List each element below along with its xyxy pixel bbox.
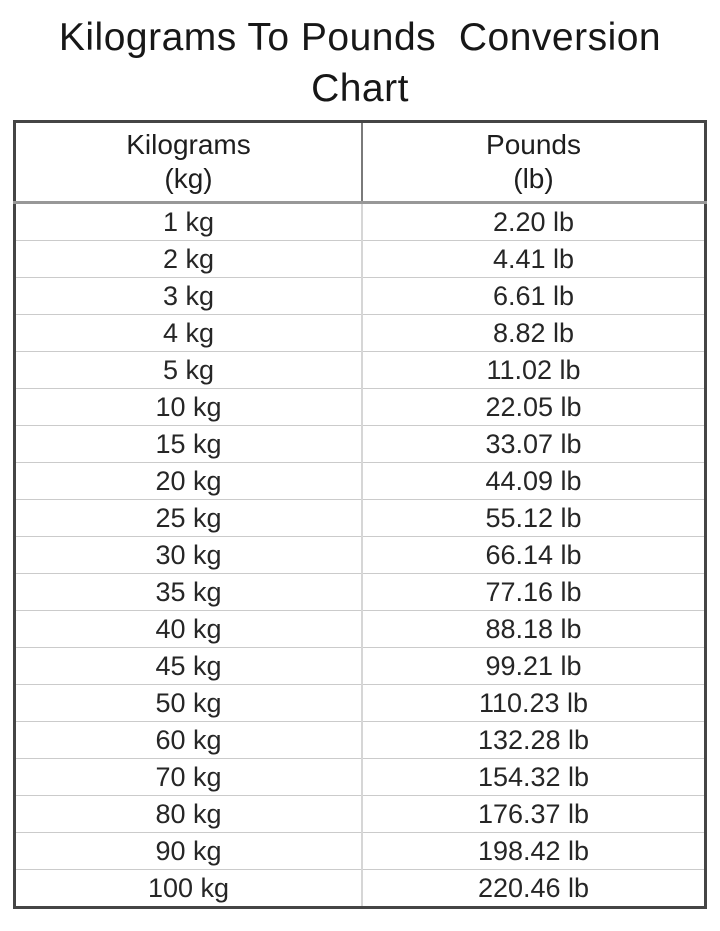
conversion-table: Kilograms (kg) Pounds (lb) 1 kg 2.20 lb 2 …: [13, 120, 707, 909]
kg-cell: 80 kg: [14, 795, 363, 833]
lb-cell: 176.37 lb: [362, 795, 706, 833]
lb-cell: 22.05 lb: [362, 388, 706, 426]
kg-cell: 50 kg: [14, 684, 363, 722]
table-row: 15 kg 33.07 lb: [14, 425, 706, 463]
column-header-pounds-unit: (lb): [513, 163, 554, 194]
column-header-kilograms: Kilograms (kg): [14, 121, 363, 204]
kg-cell: 1 kg: [14, 202, 363, 241]
kg-cell: 10 kg: [14, 388, 363, 426]
kg-cell: 5 kg: [14, 351, 363, 389]
column-header-kilograms-unit: (kg): [164, 163, 213, 194]
table-row: 70 kg 154.32 lb: [14, 758, 706, 796]
kg-cell: 3 kg: [14, 277, 363, 315]
kg-cell: 60 kg: [14, 721, 363, 759]
page-title: Kilograms To Pounds Conversion Chart: [0, 12, 720, 114]
kg-cell: 4 kg: [14, 314, 363, 352]
lb-cell: 88.18 lb: [362, 610, 706, 648]
table-header: Kilograms (kg) Pounds (lb): [14, 121, 706, 204]
table-row: 35 kg 77.16 lb: [14, 573, 706, 611]
table-row: 90 kg 198.42 lb: [14, 832, 706, 870]
table-row: 10 kg 22.05 lb: [14, 388, 706, 426]
lb-cell: 198.42 lb: [362, 832, 706, 870]
table-row: 50 kg 110.23 lb: [14, 684, 706, 722]
lb-cell: 154.32 lb: [362, 758, 706, 796]
lb-cell: 77.16 lb: [362, 573, 706, 611]
page-title-line-1: Kilograms To Pounds Conversion: [58, 16, 662, 59]
table-row: 2 kg 4.41 lb: [14, 240, 706, 278]
lb-cell: 220.46 lb: [362, 869, 706, 908]
table-row: 60 kg 132.28 lb: [14, 721, 706, 759]
kg-cell: 30 kg: [14, 536, 363, 574]
table-row: 1 kg 2.20 lb: [14, 202, 706, 241]
kg-cell: 25 kg: [14, 499, 363, 537]
table-row: 100 kg 220.46 lb: [14, 869, 706, 908]
column-header-kilograms-name: Kilograms: [126, 129, 251, 160]
kg-cell: 100 kg: [14, 869, 363, 908]
column-header-pounds: Pounds (lb): [362, 121, 706, 204]
lb-cell: 55.12 lb: [362, 499, 706, 537]
table-row: 5 kg 11.02 lb: [14, 351, 706, 389]
table-row: 80 kg 176.37 lb: [14, 795, 706, 833]
table-row: 4 kg 8.82 lb: [14, 314, 706, 352]
kg-cell: 20 kg: [14, 462, 363, 500]
lb-cell: 33.07 lb: [362, 425, 706, 463]
kg-cell: 45 kg: [14, 647, 363, 685]
lb-cell: 110.23 lb: [362, 684, 706, 722]
kg-cell: 90 kg: [14, 832, 363, 870]
lb-cell: 2.20 lb: [492, 206, 575, 237]
table-row: 30 kg 66.14 lb: [14, 536, 706, 574]
page-title-line-2: Chart: [311, 67, 409, 110]
kg-cell: 35 kg: [14, 573, 363, 611]
lb-cell: 132.28 lb: [362, 721, 706, 759]
table-body: 1 kg 2.20 lb 2 kg 4.41 lb 3 kg 6.61 lb 4 kg 8.8…: [14, 202, 706, 908]
kg-cell: 40 kg: [14, 610, 363, 648]
lb-cell: 44.09 lb: [362, 462, 706, 500]
lb-cell: 4.41 lb: [362, 240, 706, 278]
lb-cell: 11.02 lb: [362, 351, 706, 389]
table-row: 40 kg 88.18 lb: [14, 610, 706, 648]
lb-cell: 8.82 lb: [362, 314, 706, 352]
table-row: 3 kg 6.61 lb: [14, 277, 706, 315]
table-row: 25 kg 55.12 lb: [14, 499, 706, 537]
lb-cell: 99.21 lb: [362, 647, 706, 685]
lb-cell: 6.61 lb: [362, 277, 706, 315]
table-row: 45 kg 99.21 lb: [14, 647, 706, 685]
table-row: 20 kg 44.09 lb: [14, 462, 706, 500]
header-row: Kilograms (kg) Pounds (lb): [14, 121, 706, 204]
kg-cell: 2 kg: [14, 240, 363, 278]
kg-cell: 15 kg: [14, 425, 363, 463]
kg-cell: 70 kg: [14, 758, 363, 796]
column-header-pounds-name: Pounds: [486, 129, 581, 160]
lb-cell: 66.14 lb: [362, 536, 706, 574]
